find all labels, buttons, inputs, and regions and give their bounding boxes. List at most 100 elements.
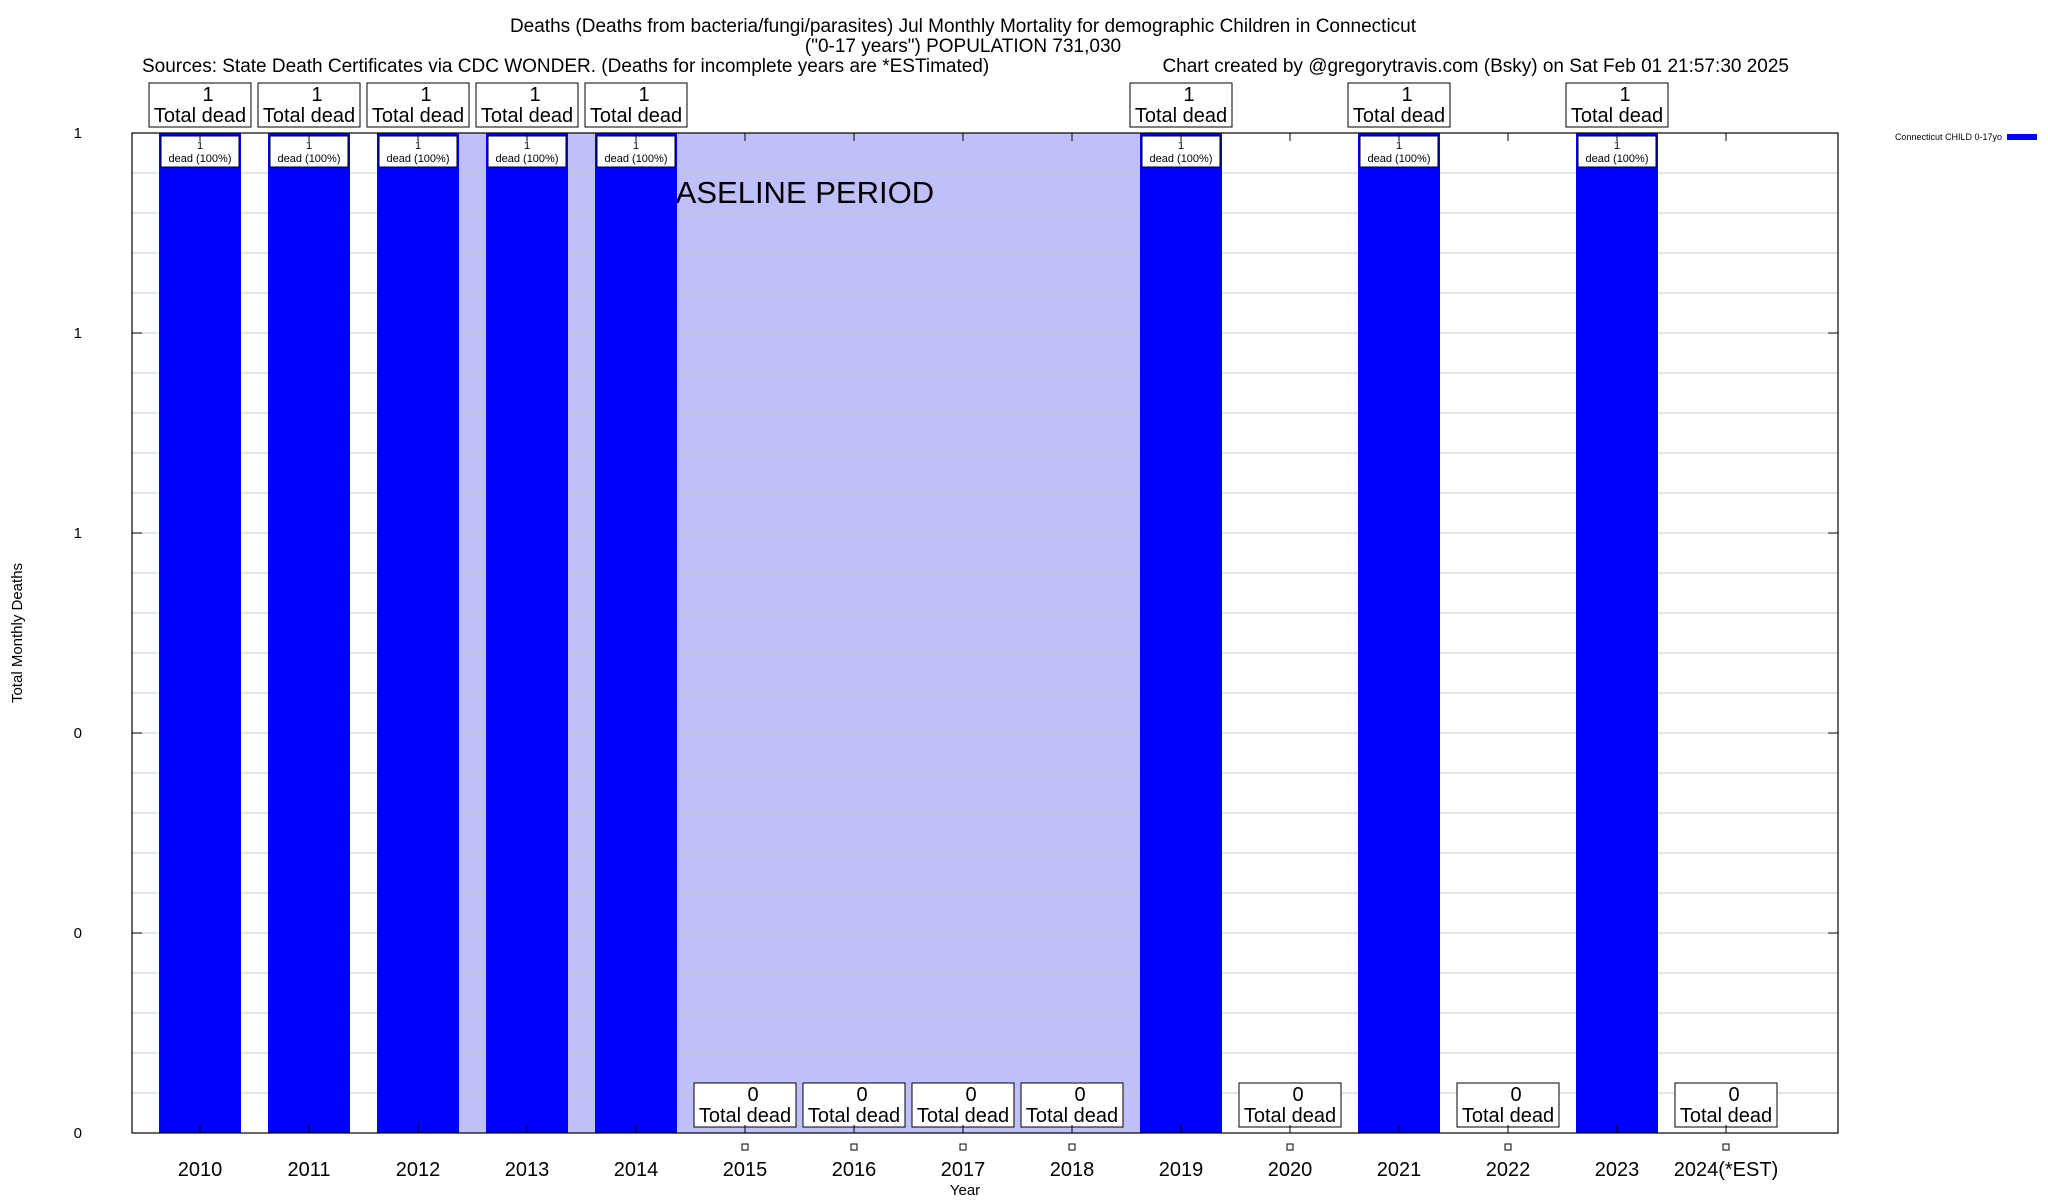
svg-text:0: 0 bbox=[965, 1084, 976, 1106]
svg-text:1: 1 bbox=[1183, 84, 1194, 106]
svg-text:1: 1 bbox=[633, 140, 639, 152]
svg-text:1: 1 bbox=[1619, 84, 1630, 106]
zero-marker bbox=[1722, 1143, 1730, 1151]
chart-credit-text: Chart created by @gregorytravis.com (Bsk… bbox=[1162, 56, 1789, 77]
svg-text:1: 1 bbox=[415, 140, 421, 152]
svg-text:1: 1 bbox=[524, 140, 530, 152]
svg-text:Total dead: Total dead bbox=[1026, 1105, 1118, 1127]
x-tick-label: 2016 bbox=[832, 1159, 877, 1181]
x-tick-label: 2019 bbox=[1159, 1159, 1204, 1181]
svg-text:dead (100%): dead (100%) bbox=[1586, 153, 1649, 165]
zero-marker bbox=[959, 1143, 967, 1151]
bar-2023 bbox=[1576, 133, 1658, 1133]
x-axis-label: Year bbox=[950, 1182, 980, 1199]
chart-title-line-2: ("0-17 years") POPULATION 731,030 bbox=[805, 36, 1121, 57]
x-tick-label: 2015 bbox=[723, 1159, 768, 1181]
svg-text:1: 1 bbox=[1178, 140, 1184, 152]
svg-text:Total dead: Total dead bbox=[263, 105, 355, 127]
bar-2011 bbox=[268, 133, 350, 1133]
zero-marker bbox=[741, 1143, 749, 1151]
y-tick-label: 0 bbox=[74, 1125, 82, 1142]
svg-text:Total dead: Total dead bbox=[1244, 1105, 1336, 1127]
svg-text:1: 1 bbox=[1396, 140, 1402, 152]
zero-marker bbox=[1504, 1143, 1512, 1151]
svg-text:0: 0 bbox=[1728, 1084, 1739, 1106]
svg-text:1: 1 bbox=[529, 84, 540, 106]
y-axis-label: Total Monthly Deaths bbox=[9, 563, 26, 703]
legend-series-swatch bbox=[2007, 134, 2037, 140]
svg-text:dead (100%): dead (100%) bbox=[278, 153, 341, 165]
svg-text:Total dead: Total dead bbox=[372, 105, 464, 127]
x-tick-label: 2012 bbox=[396, 1159, 441, 1181]
x-tick-label: 2018 bbox=[1050, 1159, 1095, 1181]
zero-marker bbox=[1068, 1143, 1076, 1151]
svg-text:Total dead: Total dead bbox=[1462, 1105, 1554, 1127]
baseline-label: BASELINE PERIOD bbox=[655, 175, 934, 210]
svg-text:Total dead: Total dead bbox=[917, 1105, 1009, 1127]
plot-border bbox=[131, 132, 1839, 1134]
bar-2013 bbox=[486, 133, 568, 1133]
zero-marker bbox=[850, 1143, 858, 1151]
y-tick-label: 1 bbox=[74, 125, 82, 142]
bar-2012 bbox=[377, 133, 459, 1133]
svg-text:1: 1 bbox=[202, 84, 213, 106]
x-tick-label: 2021 bbox=[1377, 1159, 1422, 1181]
chart-source-text: Sources: State Death Certificates via CD… bbox=[142, 56, 989, 77]
svg-text:dead (100%): dead (100%) bbox=[387, 153, 450, 165]
svg-text:dead (100%): dead (100%) bbox=[496, 153, 559, 165]
svg-text:1: 1 bbox=[638, 84, 649, 106]
svg-text:Total dead: Total dead bbox=[1680, 1105, 1772, 1127]
x-tick-label: 2017 bbox=[941, 1159, 986, 1181]
svg-text:Total dead: Total dead bbox=[154, 105, 246, 127]
x-tick-label: 2023 bbox=[1595, 1159, 1640, 1181]
svg-text:Total dead: Total dead bbox=[1571, 105, 1663, 127]
svg-text:dead (100%): dead (100%) bbox=[1368, 153, 1431, 165]
x-tick-label: 2013 bbox=[505, 1159, 550, 1181]
legend: Connecticut CHILD 0-17yo bbox=[1895, 132, 2037, 142]
y-tick-label: 0 bbox=[74, 725, 82, 742]
x-tick-label: 2020 bbox=[1268, 1159, 1313, 1181]
svg-text:Total dead: Total dead bbox=[808, 1105, 900, 1127]
svg-text:0: 0 bbox=[1074, 1084, 1085, 1106]
legend-series-label: Connecticut CHILD 0-17yo bbox=[1895, 132, 2002, 142]
bar-2010 bbox=[159, 133, 241, 1133]
svg-text:1: 1 bbox=[1401, 84, 1412, 106]
bar-2014 bbox=[595, 133, 677, 1133]
x-tick-label: 2022 bbox=[1486, 1159, 1531, 1181]
svg-text:0: 0 bbox=[1510, 1084, 1521, 1106]
svg-text:1: 1 bbox=[311, 84, 322, 106]
bar-2021 bbox=[1358, 133, 1440, 1133]
svg-text:Total dead: Total dead bbox=[1353, 105, 1445, 127]
svg-text:1: 1 bbox=[1614, 140, 1620, 152]
svg-text:0: 0 bbox=[1292, 1084, 1303, 1106]
svg-text:0: 0 bbox=[747, 1084, 758, 1106]
chart-title-line-1: Deaths (Deaths from bacteria/fungi/paras… bbox=[510, 16, 1417, 37]
svg-text:dead (100%): dead (100%) bbox=[1150, 153, 1213, 165]
svg-text:1: 1 bbox=[306, 140, 312, 152]
svg-text:Total dead: Total dead bbox=[699, 1105, 791, 1127]
svg-text:dead (100%): dead (100%) bbox=[169, 153, 232, 165]
svg-text:Total dead: Total dead bbox=[1135, 105, 1227, 127]
svg-text:1: 1 bbox=[420, 84, 431, 106]
